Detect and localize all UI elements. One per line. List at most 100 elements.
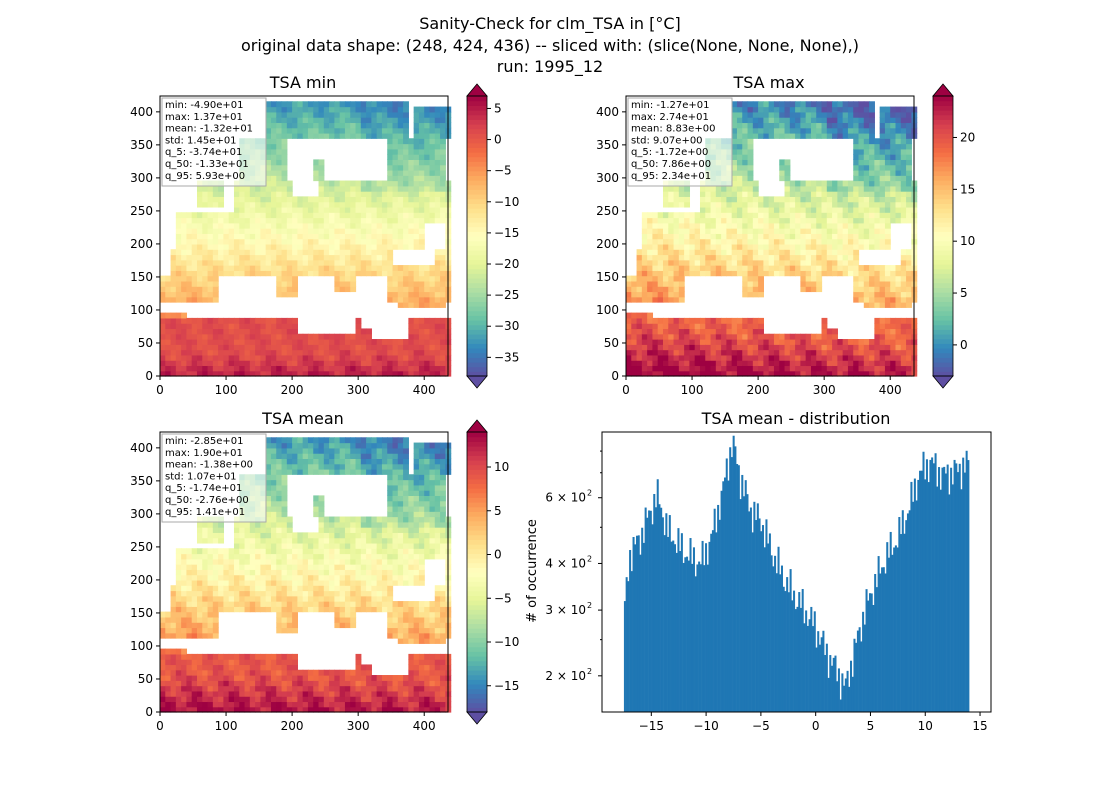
heatmap-cell <box>726 223 732 229</box>
heatmap-cell <box>853 291 859 297</box>
heatmap-cell <box>234 585 240 591</box>
heatmap-cell <box>705 223 711 229</box>
heatmap-cell <box>345 360 351 366</box>
heatmap-cell <box>647 270 653 276</box>
heatmap-cell <box>361 101 367 107</box>
heatmap-cell <box>779 101 785 107</box>
heatmap-cell <box>822 196 828 202</box>
heatmap-cell <box>906 207 912 213</box>
heatmap-cell <box>859 175 865 181</box>
heatmap-cell <box>811 355 817 361</box>
heatmap-cell <box>197 659 203 665</box>
heatmap-cell <box>414 239 420 245</box>
heatmap-cell <box>292 196 298 202</box>
heatmap-cell <box>329 339 335 345</box>
heatmap-cell <box>885 276 891 282</box>
heatmap-cell <box>181 569 187 575</box>
heatmap-cell <box>271 696 277 702</box>
heatmap-cell <box>340 202 346 208</box>
heatmap-cell <box>901 175 907 181</box>
heatmap-cell <box>186 569 192 575</box>
heatmap-cell <box>779 223 785 229</box>
heatmap-cell <box>287 517 293 523</box>
heatmap-cell <box>896 276 902 282</box>
y-tick-label: 300 <box>596 171 619 185</box>
heatmap-cell <box>790 212 796 218</box>
colorbar-segment <box>467 269 487 274</box>
heatmap-cell <box>266 339 272 345</box>
heatmap-cell <box>890 212 896 218</box>
heatmap-cell <box>700 244 706 250</box>
heatmap-cell <box>160 334 166 340</box>
heatmap-cell <box>313 122 319 128</box>
heatmap-cell <box>848 339 854 345</box>
heatmap-cell <box>684 218 690 224</box>
heatmap-cell <box>292 654 298 660</box>
heatmap-cell <box>292 680 298 686</box>
heatmap-cell <box>260 659 266 665</box>
heatmap-cell <box>218 233 224 239</box>
colorbar-segment <box>933 213 953 218</box>
heatmap-cell <box>292 448 298 454</box>
heatmap-cell <box>160 612 166 618</box>
heatmap-cell <box>832 212 838 218</box>
heatmap-cell <box>785 186 791 192</box>
heatmap-cell <box>753 122 759 128</box>
heatmap-cell <box>234 543 240 549</box>
heatmap-cell <box>753 228 759 234</box>
heatmap-cell <box>366 355 372 361</box>
heatmap-cell <box>208 612 214 618</box>
heatmap-cell <box>371 218 377 224</box>
heatmap-cell <box>435 138 441 144</box>
heatmap-cell <box>758 328 764 334</box>
heatmap-cell <box>361 186 367 192</box>
heatmap-cell <box>430 107 436 113</box>
heatmap-cell <box>896 117 902 123</box>
heatmap-cell <box>165 350 171 356</box>
heatmap-cell <box>218 596 224 602</box>
heatmap-cell <box>181 580 187 586</box>
heatmap-cell <box>208 270 214 276</box>
heatmap-cell <box>276 448 282 454</box>
heatmap-cell <box>350 112 356 118</box>
heatmap-cell <box>906 328 912 334</box>
y-tick-label: 100 <box>596 303 619 317</box>
heatmap-cell <box>843 112 849 118</box>
heatmap-cell <box>213 270 219 276</box>
heatmap-cell <box>880 165 886 171</box>
heatmap-cell <box>239 207 245 213</box>
heatmap-cell <box>885 122 891 128</box>
heatmap-cell <box>795 117 801 123</box>
heatmap-cell <box>197 339 203 345</box>
heatmap-cell <box>874 270 880 276</box>
heatmap-cell <box>186 575 192 581</box>
heatmap-cell <box>356 133 362 139</box>
heatmap-cell <box>239 323 245 329</box>
heatmap-cell <box>732 186 738 192</box>
heatmap-cell <box>843 265 849 271</box>
heatmap-cell <box>229 223 235 229</box>
heatmap-cell <box>906 350 912 356</box>
heatmap-cell <box>276 117 282 123</box>
colorbar-segment <box>933 119 953 124</box>
heatmap-cell <box>827 239 833 245</box>
heatmap-cell <box>695 350 701 356</box>
heatmap-cell <box>408 239 414 245</box>
heatmap-cell <box>906 191 912 197</box>
heatmap-cell <box>202 585 208 591</box>
heatmap-cell <box>737 159 743 165</box>
heatmap-cell <box>176 622 182 628</box>
heatmap-cell <box>266 249 272 255</box>
heatmap-cell <box>266 159 272 165</box>
heatmap-cell <box>234 344 240 350</box>
heatmap-cell <box>282 223 288 229</box>
heatmap-cell <box>668 281 674 287</box>
heatmap-cell <box>874 286 880 292</box>
heatmap-cell <box>705 186 711 192</box>
heatmap-cell <box>334 101 340 107</box>
heatmap-cell <box>271 453 277 459</box>
colorbar-segment <box>467 320 487 325</box>
heatmap-cell <box>192 575 198 581</box>
heatmap-cell <box>197 265 203 271</box>
heatmap-cell <box>721 239 727 245</box>
